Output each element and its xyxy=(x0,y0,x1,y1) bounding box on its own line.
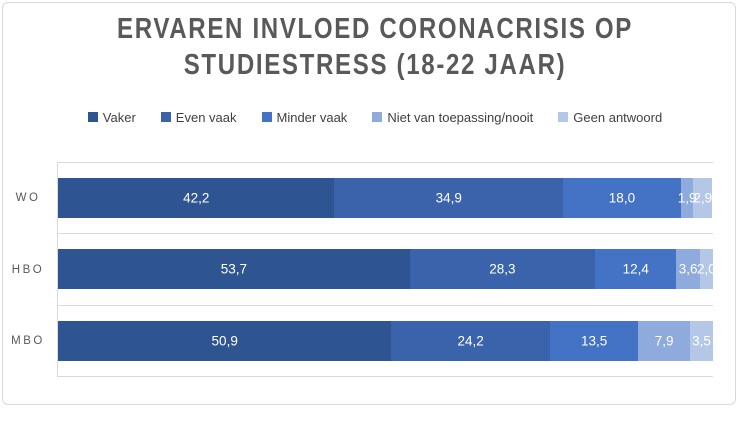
bar-segment: 2,9 xyxy=(693,178,713,219)
bar-segment: 3,5 xyxy=(690,320,713,361)
data-label: 24,2 xyxy=(457,333,484,349)
data-label: 1,9 xyxy=(677,190,697,206)
legend-item: Even vaak xyxy=(160,109,237,125)
data-label: 53,7 xyxy=(220,261,247,277)
data-label: 34,9 xyxy=(435,190,462,206)
legend-label: Geen antwoord xyxy=(573,109,663,125)
category-label: WO xyxy=(15,191,41,204)
legend-label: Minder vaak xyxy=(276,109,348,125)
bar-segment: 53,7 xyxy=(58,249,410,290)
bar-segment: 28,3 xyxy=(409,249,596,290)
bar-segment: 24,2 xyxy=(391,320,550,361)
data-label: 2,0 xyxy=(697,261,716,277)
legend-swatch-icon xyxy=(372,112,383,122)
data-label: 50,9 xyxy=(211,333,238,349)
legend-swatch-icon xyxy=(558,112,569,122)
data-label: 18,0 xyxy=(608,190,636,206)
legend-label: Even vaak xyxy=(175,109,237,125)
legend-label: Niet van toepassing/nooit xyxy=(387,109,534,125)
bar-segment: 18,0 xyxy=(563,178,681,219)
data-label: 3,5 xyxy=(692,333,711,349)
category-band: 42,2 34,9 18,0 1,9 2,9 xyxy=(58,163,713,233)
bar-segment: 2,0 xyxy=(697,249,716,290)
category-band: 50,9 24,2 13,5 7,9 3,5 xyxy=(58,304,713,376)
category-axis: WO HBO MBO xyxy=(2,162,54,377)
data-label: 12,4 xyxy=(622,261,649,277)
legend-item: Vaker xyxy=(87,109,136,125)
data-label: 28,3 xyxy=(489,261,516,277)
stacked-bar: 42,2 34,9 18,0 1,9 2,9 xyxy=(58,178,713,219)
category-label: HBO xyxy=(11,263,45,276)
bar-segment: 50,9 xyxy=(58,320,392,361)
chart-title-line2: STUDIESTRESS (18-22 JAAR) xyxy=(183,49,567,81)
bar-segment: 7,9 xyxy=(638,320,691,361)
bar-segment: 12,4 xyxy=(595,249,677,290)
data-label: 3,6 xyxy=(678,261,698,277)
legend-item: Niet van toepassing/nooit xyxy=(372,110,533,125)
chart-legend: Vaker Even vaak Minder vaak Niet van toepas… xyxy=(20,107,730,127)
chart-title: ERVAREN INVLOED CORONACRISIS OP STUDIEST… xyxy=(40,11,710,83)
legend-swatch-icon xyxy=(261,112,272,122)
bar-segment: 3,6 xyxy=(676,249,700,290)
bar-segment: 34,9 xyxy=(334,178,563,219)
legend-item: Geen antwoord xyxy=(558,110,662,125)
legend-label: Vaker xyxy=(102,109,136,125)
data-label: 2,9 xyxy=(693,190,713,206)
bar-segment: 1,9 xyxy=(678,178,697,219)
legend-item: Minder vaak xyxy=(261,109,348,125)
bar-segment: 42,2 xyxy=(58,178,335,219)
category-band: 53,7 28,3 12,4 3,6 2,0 xyxy=(58,233,716,304)
data-label: 42,2 xyxy=(183,190,210,206)
legend-swatch-icon xyxy=(160,112,171,122)
data-label: 13,5 xyxy=(580,333,608,349)
chart-title-line1: ERVAREN INVLOED CORONACRISIS OP xyxy=(116,13,633,45)
bar-segment: 13,5 xyxy=(549,320,639,361)
data-label: 7,9 xyxy=(654,333,674,349)
legend-swatch-icon xyxy=(87,112,98,122)
stacked-bar: 53,7 28,3 12,4 3,6 2,0 xyxy=(58,249,716,290)
category-label: MBO xyxy=(11,335,45,348)
plot-area: 42,2 34,9 18,0 1,9 2,9 53,7 28,3 12,4 3,6 2,0 50,9… xyxy=(57,162,716,377)
stacked-bar: 50,9 24,2 13,5 7,9 3,5 xyxy=(58,320,713,361)
